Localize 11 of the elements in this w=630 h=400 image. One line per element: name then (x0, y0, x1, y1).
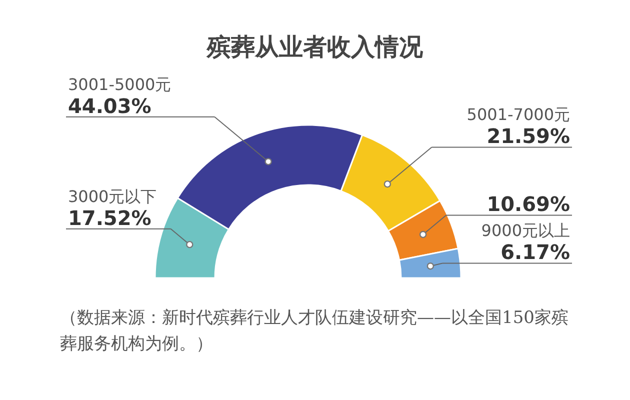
data-label: 10.69% (486, 192, 570, 216)
slice-label: 5001-7000元 (466, 105, 570, 124)
slice-label: 3000元以下 (68, 186, 157, 206)
text: （数据来源：新时代殡葬行业人才队伍建设研究——以全国150家殡葬服务机构为例。） (60, 308, 568, 354)
chart-title: 殡葬从业者收入情况 (206, 33, 424, 61)
data-label: 44.03% (68, 94, 152, 118)
data-label: 21.59% (486, 124, 570, 148)
slice-label: 9000元以上 (481, 221, 570, 240)
data-label: 6.17% (500, 240, 570, 264)
data-label: 17.52% (68, 206, 152, 230)
slice-label: 3001-5000元 (68, 74, 172, 94)
